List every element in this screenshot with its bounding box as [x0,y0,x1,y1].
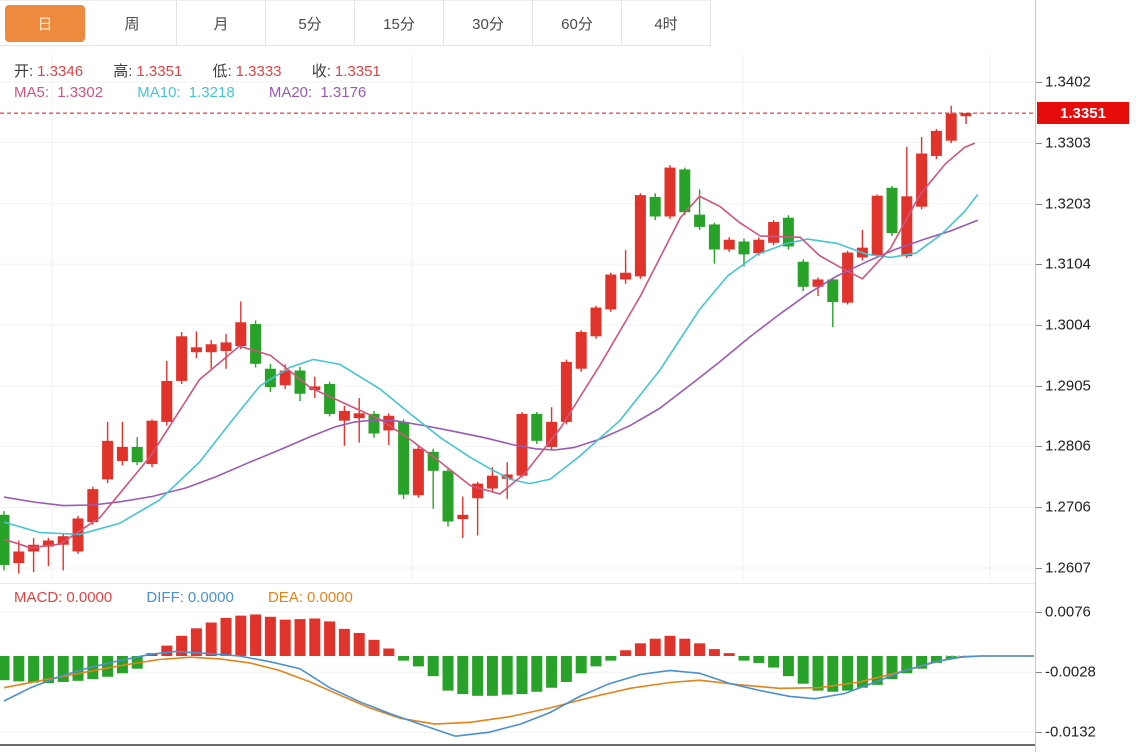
ma10-legend: MA10: 1.3218 [137,84,235,101]
price-axis-label: 1.3203 [1045,195,1091,213]
price-axis-label: 1.2905 [1045,377,1091,395]
axis-tick [1036,142,1042,144]
tab-4时[interactable]: 4时 [622,1,711,45]
axis-tick [1036,203,1042,205]
axis-tick [1036,507,1042,509]
price-axis-label: 1.3303 [1045,134,1091,152]
macd-axis-label: -0.0028 [1045,663,1096,681]
axis-tick [1036,325,1042,327]
price-axis-label: 1.3004 [1045,316,1091,334]
open-label: 开: [14,63,34,80]
axis-tick [1036,612,1042,614]
close-value: 1.3351 [334,63,381,80]
axis-tick [1036,82,1042,83]
ma20-legend: MA20: 1.3176 [268,84,367,101]
macd-legend: MACD: 0.0000 DIFF: 0.0000 DEA: 0.0000 [14,589,361,606]
tab-周[interactable]: 周 [88,1,177,45]
price-axis: 1.3402 1.3303 1.3203 1.3104 1.3004 1.2905 1.28… [1035,0,1136,752]
timeframe-tabbar: 日周月 5分 15分 30分 60分 4时 [0,0,711,46]
axis-tick [1036,732,1042,734]
ma-legend: MA5: 1.3302 MA10: 1.3218 MA20: 1.3176 [14,84,374,101]
tab-月[interactable]: 月 [177,1,266,45]
open-value: 1.3346 [37,63,84,80]
close-label: 收: [311,63,331,80]
tab-5分[interactable]: 5分 [266,1,355,45]
price-axis-label: 1.3104 [1045,255,1091,273]
axis-tick [1036,567,1042,569]
low-label: 低: [212,63,232,80]
high-value: 1.3351 [136,63,183,80]
ohlc-legend: 开: 1.3346 高: 1.3351 低: 1.3333 收: 1.3351 [14,60,385,81]
dea-value-legend: DEA: 0.0000 [267,589,353,606]
tab-60分[interactable]: 60分 [533,1,622,45]
axis-tick [1036,385,1042,387]
pane-divider [0,583,1136,584]
high-label: 高: [113,63,133,80]
axis-tick [1036,446,1042,448]
ma5-legend: MA5: 1.3302 [14,84,104,101]
price-axis-label: 1.2806 [1045,437,1091,455]
axis-tick [1036,264,1042,266]
macd-chart[interactable] [0,580,1035,752]
price-axis-label: 1.3402 [1045,73,1091,91]
candlestick-chart[interactable] [0,44,1035,581]
current-price-flag: 1.3351 [1037,102,1129,124]
tab-日[interactable]: 日 [0,1,88,45]
price-axis-label: 1.2706 [1045,498,1091,516]
tab-15分[interactable]: 15分 [355,1,444,45]
diff-value-legend: DIFF: 0.0000 [146,589,234,606]
macd-value-legend: MACD: 0.0000 [14,589,113,606]
price-axis-label: 1.2607 [1045,559,1091,577]
axis-tick [1036,672,1042,674]
low-value: 1.3333 [235,63,282,80]
macd-axis-label: 0.0076 [1045,603,1091,621]
macd-axis-label: -0.0132 [1045,723,1096,741]
tab-30分[interactable]: 30分 [444,1,533,45]
